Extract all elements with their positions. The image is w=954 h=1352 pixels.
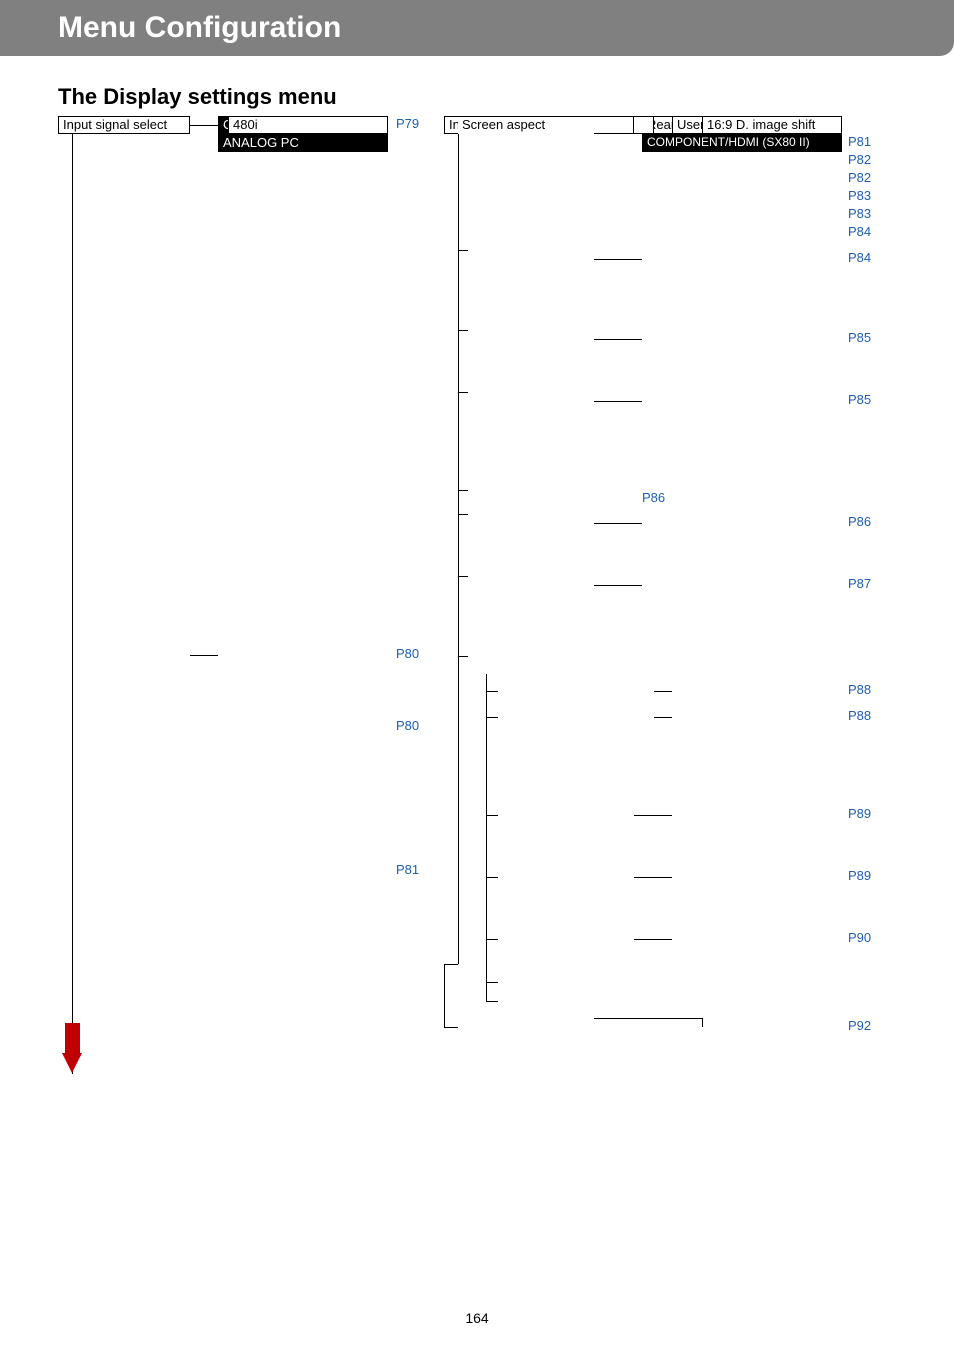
page-ref[interactable]: P86 [848,514,871,529]
connector [702,1018,703,1027]
page-title: Menu Configuration [58,11,341,45]
connector [458,134,459,964]
connector [654,717,672,718]
connector [486,717,498,718]
connector [190,125,218,126]
connector [486,674,487,982]
connector [444,1027,458,1028]
connector [458,514,468,515]
section-title: The Display settings menu [58,84,954,110]
page-ref[interactable]: P89 [848,868,871,883]
page-ref[interactable]: P83 [848,188,871,203]
connector [486,877,498,878]
connector [486,982,487,1001]
page-ref[interactable]: P82 [848,170,871,185]
connector [594,1018,702,1019]
text: COMPONENT/HDMI (SX80 II) [647,135,810,149]
page-ref[interactable]: P85 [848,330,871,345]
connector [594,259,642,260]
connector [444,964,458,965]
page-ref[interactable]: P85 [848,392,871,407]
connector [594,585,642,586]
connector [444,964,445,1027]
connector [486,815,498,816]
header-band: Menu Configuration [0,0,954,56]
page-ref[interactable]: P80 [396,718,419,733]
connector [634,877,672,878]
page-ref[interactable]: P82 [848,152,871,167]
connector [634,939,672,940]
connector [72,134,73,1074]
connector [458,250,468,251]
page-ref[interactable]: P88 [848,682,871,697]
page-ref[interactable]: P83 [848,206,871,221]
connector [634,815,672,816]
iss-label: Input signal select [58,116,190,134]
screen-aspect-label: Screen aspect [458,116,594,134]
connector [458,392,468,393]
page-ref[interactable]: P81 [396,862,419,877]
connector [458,576,468,577]
connector [594,339,642,340]
page-ref[interactable]: P79 [396,116,419,131]
connector [486,691,498,692]
connector [458,330,468,331]
page-ref[interactable]: P81 [848,134,871,149]
page-ref[interactable]: P92 [848,1018,871,1033]
page-ref[interactable]: P84 [848,224,871,239]
arrow-down-icon [62,1053,82,1073]
menu-diagram: Aspect DIGITAL PC (SX80 II)/ ANALOG PC P… [58,116,954,1196]
connector [458,490,468,491]
opt: 16:9 D. image shift [702,116,842,134]
page-ref[interactable]: P80 [396,646,419,661]
connector [654,691,672,692]
opt: 480i [228,116,388,134]
text: ANALOG PC [223,135,299,150]
page-ref[interactable]: P84 [848,250,871,265]
connector [486,1001,498,1002]
connector [594,523,642,524]
connector [486,982,498,983]
page-ref[interactable]: P90 [848,930,871,945]
page-ref[interactable]: P89 [848,806,871,821]
page-ref[interactable]: P88 [848,708,871,723]
connector [594,401,642,402]
arrow-stem [65,1023,80,1053]
page-ref[interactable]: P87 [848,576,871,591]
connector [458,656,468,657]
connector [190,655,218,656]
connector [486,939,498,940]
page-number: 164 [0,1310,954,1326]
page-ref[interactable]: P86 [642,490,665,505]
